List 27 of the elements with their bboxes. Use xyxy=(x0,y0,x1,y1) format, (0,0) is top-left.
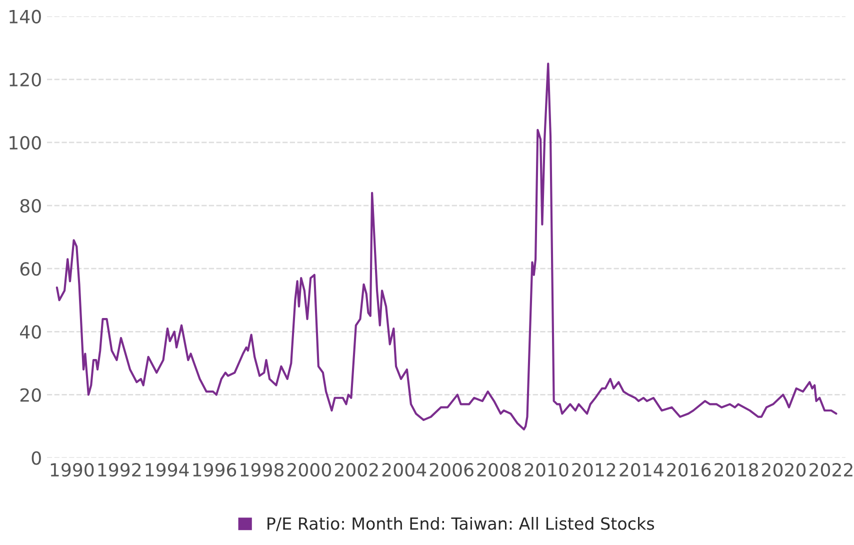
x-tick-label: 2016 xyxy=(667,462,711,477)
x-tick-label: 1990 xyxy=(50,462,94,477)
y-tick-label: 60 xyxy=(20,262,41,276)
x-tick-label: 2022 xyxy=(810,462,852,477)
y-tick-label: 100 xyxy=(10,136,41,150)
x-tick-label: 2012 xyxy=(572,462,616,477)
x-tick-label: 2002 xyxy=(334,462,378,477)
x-tick-label: 2000 xyxy=(288,462,331,477)
y-tick-label: 0 xyxy=(32,451,41,465)
x-tick-label: 1998 xyxy=(240,462,284,477)
y-tick-label: 20 xyxy=(20,388,41,402)
x-tick-label: 2006 xyxy=(430,462,474,477)
x-tick-label: 2008 xyxy=(477,462,521,477)
legend-label: P/E Ratio: Month End: Taiwan: All Listed Stocks xyxy=(268,516,654,532)
x-tick-label: 1996 xyxy=(193,462,236,477)
y-tick-label: 80 xyxy=(20,199,41,213)
x-tick-label: 2014 xyxy=(620,462,664,477)
x-tick-label: 2004 xyxy=(382,462,426,477)
x-tick-label: 2020 xyxy=(762,462,806,477)
x-tick-label: 2010 xyxy=(524,462,568,477)
y-tick-label: 120 xyxy=(10,72,41,87)
y-tick-label: 40 xyxy=(20,325,41,339)
y-tick-label: 140 xyxy=(10,10,41,24)
x-tick-label: 2018 xyxy=(714,462,758,477)
x-tick-label: 1994 xyxy=(146,462,189,477)
line-series xyxy=(56,62,838,430)
x-tick-label: 1992 xyxy=(98,462,141,477)
